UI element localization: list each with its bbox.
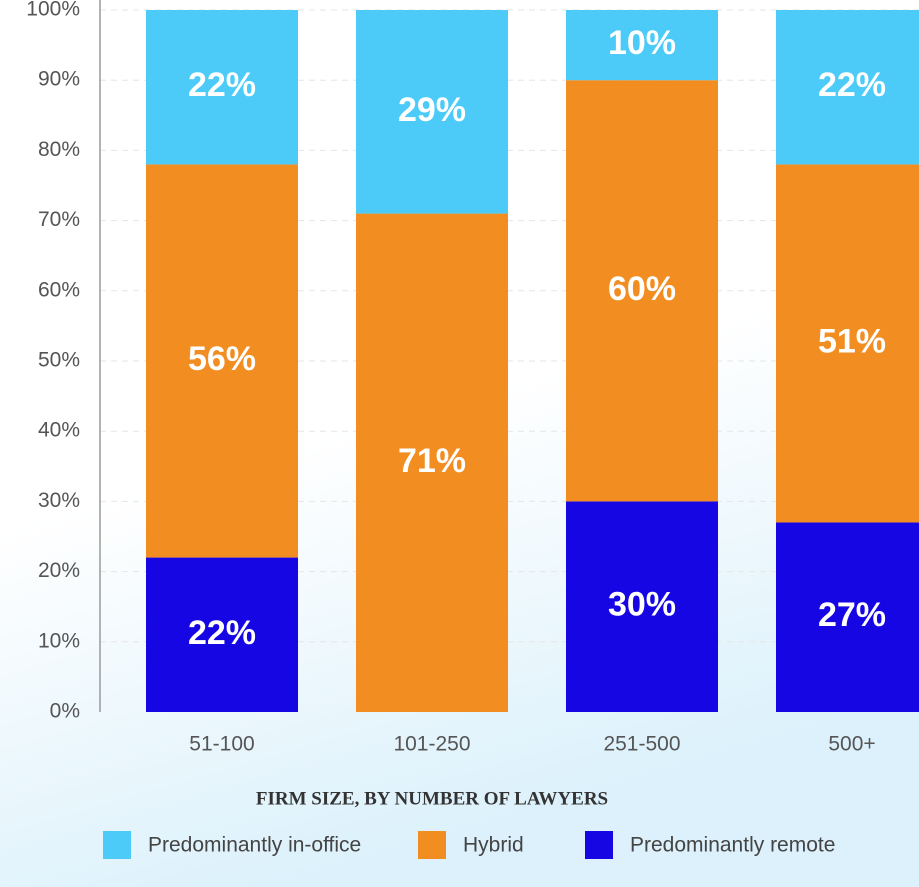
bar-segment <box>776 164 919 523</box>
legend-swatch <box>103 831 131 859</box>
x-tick-label: 101-250 <box>393 733 470 756</box>
bar-segment <box>776 522 919 712</box>
bar-segment <box>776 10 919 165</box>
x-tick-label: 251-500 <box>603 733 680 756</box>
y-tick-label: 100% <box>26 0 80 21</box>
x-axis-title: FIRM SIZE, BY NUMBER OF LAWYERS <box>256 788 608 809</box>
x-tick-label: 51-100 <box>189 733 254 756</box>
bar-segment <box>146 164 298 558</box>
y-tick-label: 0% <box>50 700 80 723</box>
data-label: 27% <box>818 596 886 634</box>
y-tick-label: 20% <box>38 559 80 582</box>
y-tick-label: 50% <box>38 349 80 372</box>
data-label: 29% <box>398 91 466 129</box>
data-label: 30% <box>608 586 676 624</box>
legend-label: Predominantly in-office <box>148 834 361 857</box>
bar-segment <box>356 10 508 214</box>
legend-swatch <box>418 831 446 859</box>
bar-segment <box>146 10 298 165</box>
y-tick-label: 80% <box>38 138 80 161</box>
bar-segment <box>146 557 298 712</box>
bar-segment <box>566 10 718 81</box>
bar-segment <box>566 501 718 712</box>
legend-swatch <box>585 831 613 859</box>
data-label: 22% <box>818 66 886 104</box>
y-tick-label: 10% <box>38 629 80 652</box>
y-tick-label: 70% <box>38 208 80 231</box>
legend-label: Predominantly remote <box>630 834 835 857</box>
data-label: 22% <box>188 614 256 652</box>
y-tick-label: 30% <box>38 489 80 512</box>
y-tick-label: 90% <box>38 68 80 91</box>
bar-segment <box>356 213 508 712</box>
data-label: 60% <box>608 270 676 308</box>
bar-segment <box>566 80 718 502</box>
data-label: 22% <box>188 66 256 104</box>
y-tick-label: 60% <box>38 278 80 301</box>
y-tick-label: 40% <box>38 419 80 442</box>
data-label: 56% <box>188 340 256 378</box>
data-label: 10% <box>608 24 676 62</box>
data-label: 51% <box>818 322 886 360</box>
data-label: 71% <box>398 442 466 480</box>
legend-label: Hybrid <box>463 834 524 857</box>
x-tick-label: 500+ <box>828 733 875 756</box>
